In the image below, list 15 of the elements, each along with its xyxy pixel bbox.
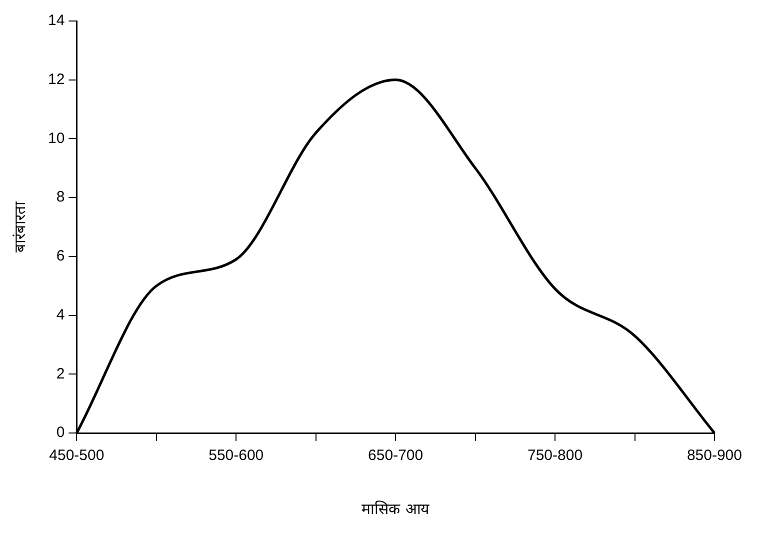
x-tick-label: 550-600 [208, 447, 264, 464]
y-tick-label: 0 [56, 424, 65, 442]
x-axis-title: मासिक आय [362, 500, 430, 518]
x-tick-label: 650-700 [368, 447, 424, 464]
y-tick-label: 12 [48, 71, 65, 88]
y-tick-label: 4 [56, 306, 65, 324]
x-tick-label: 750-800 [527, 447, 583, 464]
y-tick-label: 2 [56, 365, 65, 382]
x-tick-label: 850-900 [686, 447, 742, 464]
y-tick-label: 10 [48, 130, 65, 147]
y-axis-title: बारंबारता [10, 200, 29, 252]
y-tick-label: 6 [56, 248, 65, 265]
x-tick-label: 450-500 [49, 447, 104, 464]
y-tick-label: 8 [56, 188, 65, 206]
y-tick-label: 14 [48, 12, 65, 30]
